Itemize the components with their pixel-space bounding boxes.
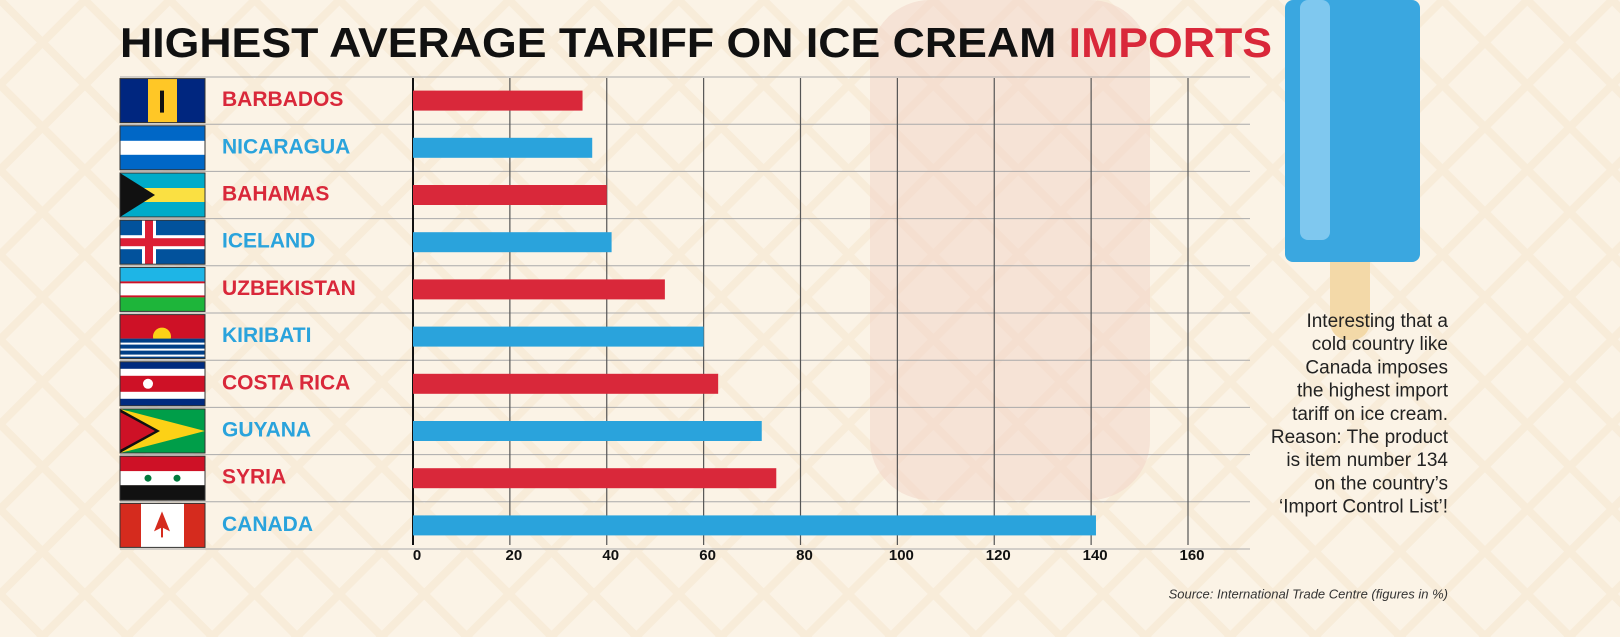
flag-shape bbox=[120, 375, 205, 392]
x-tick-label: 160 bbox=[1179, 547, 1204, 564]
x-tick-label: 40 bbox=[602, 547, 619, 564]
flag-border bbox=[119, 314, 206, 360]
category-label: BAHAMAS bbox=[222, 183, 329, 206]
annotation-line: the highest import bbox=[1297, 381, 1449, 402]
flag-shape bbox=[120, 173, 155, 217]
category-label: GUYANA bbox=[222, 419, 311, 442]
flag-border bbox=[119, 78, 206, 124]
flag bbox=[119, 219, 206, 265]
x-tick-label: 140 bbox=[1083, 547, 1108, 564]
title-part: IMPORTS bbox=[1069, 19, 1272, 66]
category-label: BARBADOS bbox=[222, 88, 343, 111]
flag-shape bbox=[173, 474, 181, 482]
flag-border bbox=[119, 408, 206, 454]
flag-shape bbox=[120, 471, 205, 486]
category-label: NICARAGUA bbox=[222, 135, 350, 158]
bar bbox=[413, 279, 665, 300]
flag-shape bbox=[120, 283, 205, 296]
grid bbox=[120, 76, 1250, 550]
annotation-line: tariff on ice cream. bbox=[1292, 404, 1448, 425]
flag-border bbox=[119, 219, 206, 265]
x-tick-label: 100 bbox=[889, 547, 914, 564]
popsicle-icon bbox=[1285, 0, 1420, 340]
annotation-line: on the country’s bbox=[1314, 473, 1448, 494]
annotation-line: cold country like bbox=[1312, 334, 1448, 355]
x-tick-label: 60 bbox=[699, 547, 716, 564]
flag-shape bbox=[120, 409, 205, 453]
flag-border bbox=[119, 502, 206, 548]
flag bbox=[119, 78, 206, 124]
flag-shape bbox=[160, 90, 164, 113]
flag-shape bbox=[154, 511, 170, 532]
title-part: HIGHEST AVERAGE TARIFF ON ICE CREAM bbox=[120, 19, 1056, 66]
flag bbox=[119, 361, 206, 407]
flag-border bbox=[119, 361, 206, 407]
category-label: CANADA bbox=[222, 513, 313, 536]
bar bbox=[413, 137, 593, 158]
flag-shape bbox=[120, 412, 155, 450]
flag-shape bbox=[120, 297, 205, 312]
flag-border bbox=[119, 125, 206, 171]
annotation-line: Canada imposes bbox=[1305, 357, 1448, 378]
source: Source: International Trade Centre (figu… bbox=[1169, 586, 1448, 601]
rows: BARBADOS NICARAGUA BAHAMAS ICELAND UZBEKISTA… bbox=[119, 78, 1096, 548]
flag bbox=[119, 125, 206, 171]
flag-shape bbox=[161, 527, 163, 538]
category-label: UZBEKISTAN bbox=[222, 277, 356, 300]
annotation-line: Interesting that a bbox=[1306, 311, 1448, 332]
x-tick-label: 0 bbox=[413, 547, 421, 564]
annotation-line: is item number 134 bbox=[1286, 450, 1448, 471]
bar bbox=[413, 326, 704, 347]
bar bbox=[413, 373, 719, 394]
popsicle-decoration bbox=[870, 0, 1150, 500]
bar bbox=[413, 515, 1096, 536]
flag-shape bbox=[144, 474, 152, 482]
annotation-line: Reason: The product bbox=[1271, 427, 1449, 448]
flag-shape bbox=[120, 485, 205, 501]
flag bbox=[119, 172, 206, 218]
flag-shape bbox=[120, 140, 205, 155]
flag-shape bbox=[120, 238, 205, 247]
x-tick-label: 20 bbox=[506, 547, 523, 564]
category-label: ICELAND bbox=[222, 230, 315, 253]
flag bbox=[119, 408, 206, 454]
flag bbox=[119, 502, 206, 548]
flag-border bbox=[119, 172, 206, 218]
flag-shape bbox=[143, 378, 153, 389]
bar bbox=[413, 421, 762, 441]
flag bbox=[119, 455, 206, 501]
bar bbox=[413, 185, 607, 205]
x-tick-label: 120 bbox=[986, 547, 1011, 564]
chart-title: HIGHEST AVERAGE TARIFF ON ICE CREAM IMPO… bbox=[120, 19, 1272, 66]
flag bbox=[119, 314, 206, 360]
flag-shape bbox=[120, 295, 205, 298]
flag-shape bbox=[120, 281, 205, 284]
x-tick-label: 80 bbox=[796, 547, 813, 564]
flag-shape bbox=[120, 354, 205, 357]
bar bbox=[413, 468, 777, 489]
flag-border bbox=[119, 455, 206, 501]
category-label: SYRIA bbox=[222, 466, 286, 489]
flag-shape bbox=[120, 342, 205, 345]
flag-shape bbox=[120, 456, 205, 472]
category-label: KIRIBATI bbox=[222, 324, 311, 347]
bar bbox=[413, 90, 583, 111]
flag-shape bbox=[120, 348, 205, 351]
bar bbox=[413, 232, 612, 253]
flag-border bbox=[119, 266, 206, 312]
flag-shape bbox=[120, 267, 205, 282]
annotation-line: ‘Import Control List’! bbox=[1279, 497, 1448, 518]
flag bbox=[119, 266, 206, 312]
category-label: COSTA RICA bbox=[222, 371, 350, 394]
